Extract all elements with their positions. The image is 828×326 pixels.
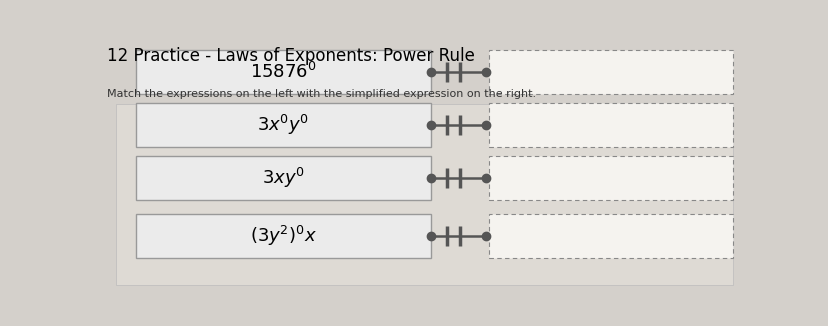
- Text: $15876^0$: $15876^0$: [250, 62, 316, 82]
- Text: $3x^0y^0$: $3x^0y^0$: [258, 113, 309, 137]
- FancyBboxPatch shape: [489, 214, 732, 258]
- Text: 12 Practice - Laws of Exponents: Power Rule: 12 Practice - Laws of Exponents: Power R…: [107, 47, 474, 65]
- FancyBboxPatch shape: [489, 51, 732, 94]
- Text: $3xy^0$: $3xy^0$: [262, 166, 305, 190]
- FancyBboxPatch shape: [136, 214, 431, 258]
- Text: Match the expressions on the left with the simplified expression on the right.: Match the expressions on the left with t…: [107, 89, 536, 99]
- FancyBboxPatch shape: [489, 103, 732, 147]
- FancyBboxPatch shape: [136, 103, 431, 147]
- FancyBboxPatch shape: [136, 51, 431, 94]
- FancyBboxPatch shape: [489, 156, 732, 200]
- FancyBboxPatch shape: [116, 104, 732, 285]
- FancyBboxPatch shape: [136, 156, 431, 200]
- Text: $(3y^2)^0x$: $(3y^2)^0x$: [250, 224, 316, 247]
